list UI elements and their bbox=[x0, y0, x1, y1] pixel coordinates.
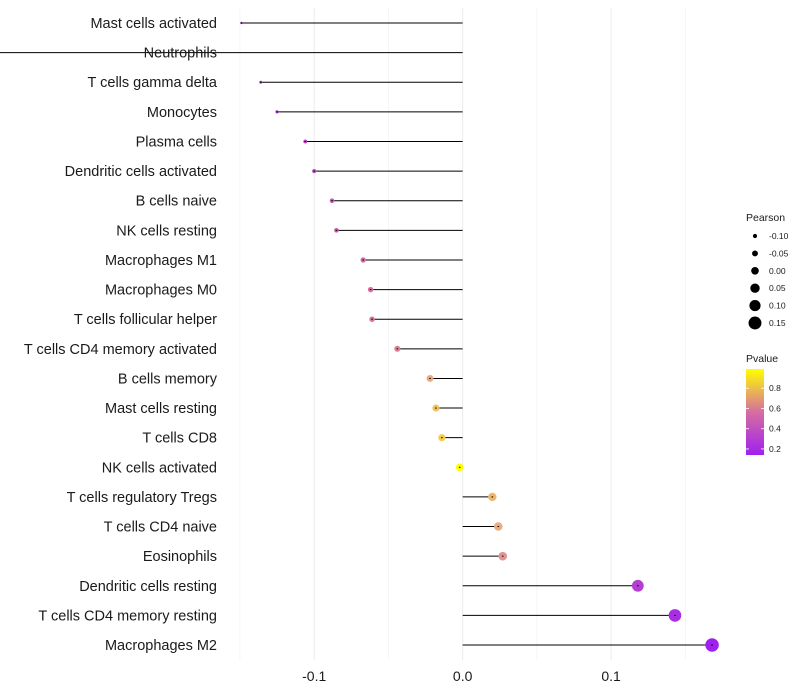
color-legend-label-2: 0.4 bbox=[769, 424, 781, 434]
category-label-18: Eosinophils bbox=[143, 549, 217, 565]
lollipop-points bbox=[240, 21, 719, 652]
category-label-10: T cells follicular helper bbox=[74, 312, 217, 328]
pvalue-colorbar bbox=[746, 369, 764, 455]
category-label-7: NK cells resting bbox=[116, 223, 217, 239]
pearson-size-legend: Pearson -0.10 -0.05 0.00 0.05 0.10 0.15 bbox=[746, 212, 789, 330]
size-legend-label-3: 0.05 bbox=[769, 283, 786, 293]
size-legend-label-5: 0.15 bbox=[769, 318, 786, 328]
category-label-19: Dendritic cells resting bbox=[79, 579, 217, 595]
category-label-17: T cells CD4 naive bbox=[104, 520, 217, 536]
color-legend-label-0: 0.8 bbox=[769, 383, 781, 393]
x-tick-label-2: 0.1 bbox=[601, 668, 621, 684]
size-legend-key-5 bbox=[748, 316, 762, 330]
category-label-4: Plasma cells bbox=[136, 134, 217, 150]
category-label-16: T cells regulatory Tregs bbox=[67, 490, 217, 506]
x-axis-tick-labels: -0.1 0.0 0.1 bbox=[302, 668, 621, 684]
size-legend-label-0: -0.10 bbox=[769, 231, 789, 241]
x-tick-label-0: -0.1 bbox=[302, 668, 326, 684]
color-legend-label-1: 0.6 bbox=[769, 403, 781, 413]
category-label-15: NK cells activated bbox=[102, 460, 217, 476]
pvalue-legend-title: Pvalue bbox=[746, 353, 778, 365]
category-label-3: Monocytes bbox=[147, 105, 217, 121]
grid-lines bbox=[239, 8, 686, 660]
category-label-9: Macrophages M0 bbox=[105, 283, 217, 299]
size-legend-key-2 bbox=[751, 266, 759, 275]
category-label-21: Macrophages M2 bbox=[105, 638, 217, 654]
size-legend-label-1: -0.05 bbox=[769, 248, 789, 258]
size-legend-key-3 bbox=[750, 283, 760, 293]
category-label-1: Neutrophils bbox=[144, 46, 217, 62]
category-label-14: T cells CD8 bbox=[142, 431, 217, 447]
category-label-12: B cells memory bbox=[118, 371, 218, 387]
category-label-13: Mast cells resting bbox=[105, 401, 217, 417]
category-label-8: Macrophages M1 bbox=[105, 253, 217, 269]
category-label-2: T cells gamma delta bbox=[88, 75, 218, 91]
category-labels: Mast cells activated Neutrophils T cells g… bbox=[24, 16, 218, 654]
category-label-0: Mast cells activated bbox=[90, 16, 217, 32]
size-legend-label-2: 0.00 bbox=[769, 266, 786, 276]
size-legend-key-1 bbox=[752, 250, 758, 257]
category-label-11: T cells CD4 memory activated bbox=[24, 342, 217, 358]
lollipop-stems bbox=[0, 22, 713, 646]
size-legend-key-4 bbox=[749, 300, 761, 312]
pvalue-color-legend: Pvalue 0.8 0.6 0.4 0.2 bbox=[746, 353, 781, 455]
size-legend-label-4: 0.10 bbox=[769, 301, 786, 311]
pearson-legend-title: Pearson bbox=[746, 212, 785, 224]
color-legend-label-3: 0.2 bbox=[769, 444, 781, 454]
size-legend-key-0 bbox=[752, 233, 758, 239]
category-label-20: T cells CD4 memory resting bbox=[38, 608, 217, 624]
category-label-6: B cells naive bbox=[136, 194, 217, 210]
x-tick-label-1: 0.0 bbox=[453, 668, 473, 684]
category-label-5: Dendritic cells activated bbox=[65, 164, 217, 180]
